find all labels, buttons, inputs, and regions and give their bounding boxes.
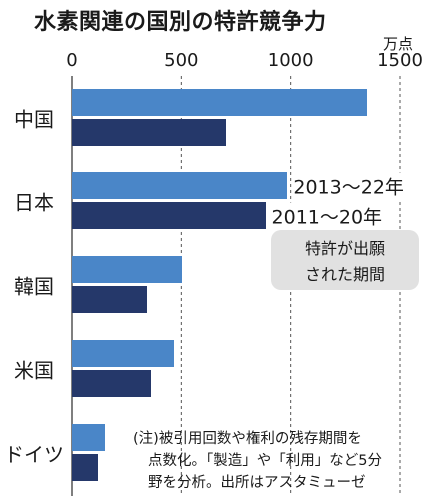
chart-title: 水素関連の国別の特許競争力	[34, 10, 327, 35]
bar	[72, 340, 174, 367]
bar	[72, 202, 266, 229]
bar	[72, 286, 148, 313]
period-legend-line-1: 特許が出願	[304, 239, 385, 258]
series-label: 2013～22年	[293, 172, 404, 199]
bar	[72, 256, 183, 283]
category-label: 中国	[14, 107, 54, 131]
period-legend-line-2: された期間	[304, 265, 385, 284]
bar	[72, 424, 105, 451]
bar	[72, 172, 288, 199]
series-label: 2011～20年	[271, 202, 383, 229]
category-label: 米国	[14, 358, 54, 382]
footnote-line-1: (注)被引用回数や権利の残存期間を	[133, 431, 362, 447]
bar	[72, 454, 99, 481]
bar	[72, 119, 227, 146]
category-label: ドイツ	[4, 442, 64, 466]
x-tick-label: 1500	[377, 50, 423, 71]
category-label: 日本	[14, 190, 54, 214]
bar	[72, 370, 151, 397]
unit-label: 万点	[382, 35, 413, 53]
category-label: 韓国	[14, 274, 54, 298]
x-tick-label: 0	[66, 50, 78, 71]
period-legend-box	[271, 230, 419, 290]
footnote-line-3: 野を分析。出所はアスタミューゼ	[148, 475, 366, 491]
footnote-line-2: 点数化。「製造」や「利用」など5分	[148, 453, 382, 469]
x-tick-label: 500	[164, 50, 199, 71]
x-tick-label: 1000	[267, 50, 314, 71]
bar	[72, 89, 368, 116]
